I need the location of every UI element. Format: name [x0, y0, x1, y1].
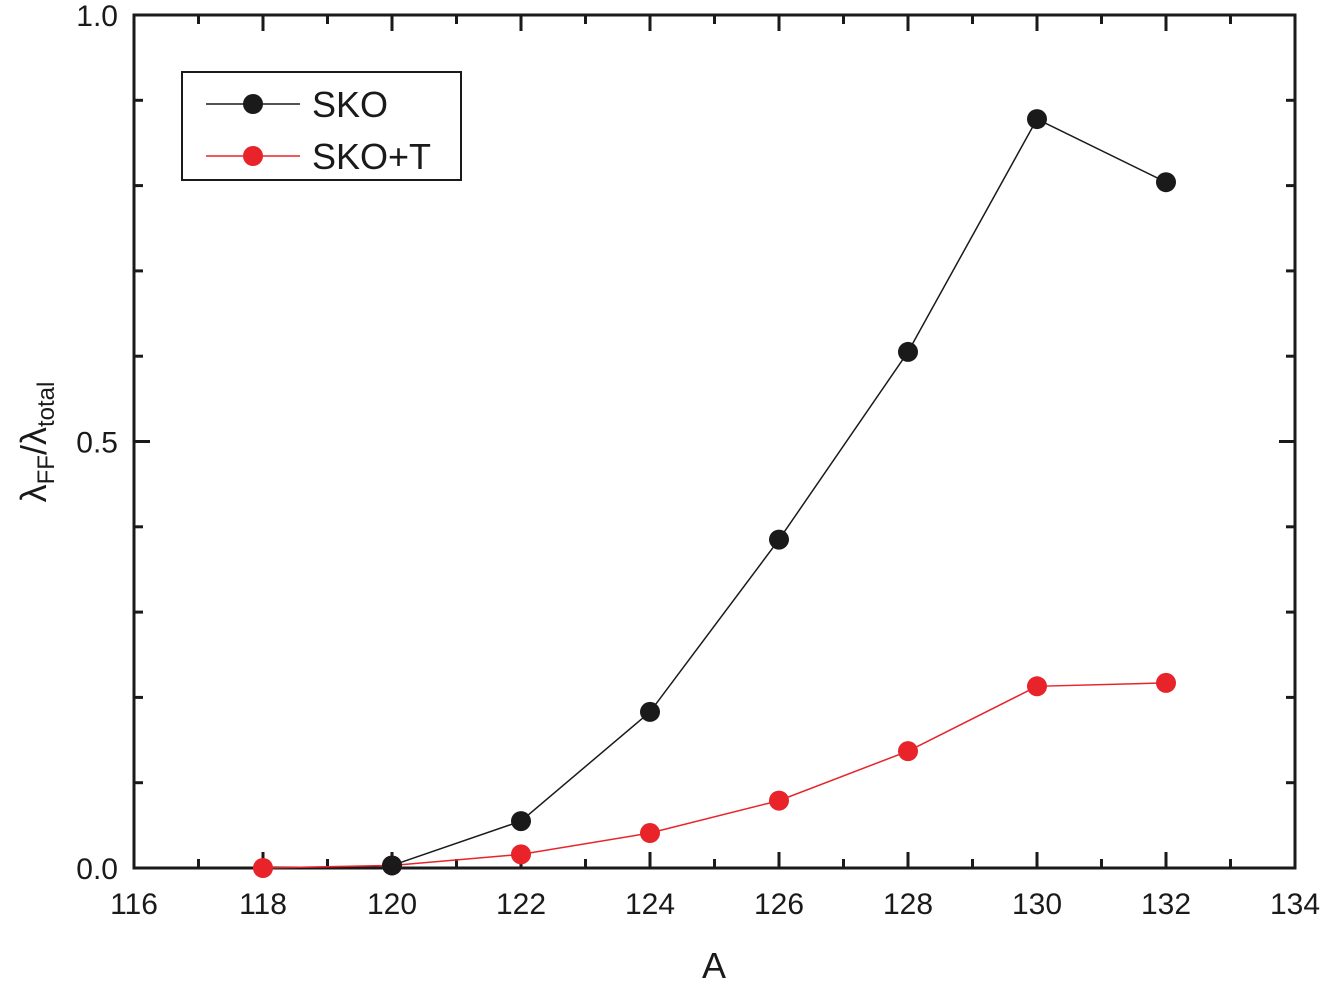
- y-axis-label: λFF/λtotal: [13, 382, 60, 503]
- x-tick-label: 124: [625, 888, 675, 921]
- y-tick-label: 1.0: [76, 0, 118, 33]
- legend-marker-sko: [243, 94, 263, 114]
- data-point-sko: [898, 341, 918, 362]
- data-point-sko-plus-t: [1156, 672, 1176, 693]
- data-point-sko: [511, 811, 531, 832]
- data-point-sko: [1156, 172, 1176, 193]
- data-point-sko-plus-t: [640, 823, 660, 844]
- plot-frame: [132, 13, 1297, 870]
- data-point-sko: [382, 855, 402, 876]
- data-point-sko: [769, 529, 789, 550]
- data-point-sko-plus-t: [511, 844, 531, 865]
- legend-box: [181, 71, 462, 181]
- x-tick-labels: 116 118 120 122 124 126 128 130 132 134: [110, 888, 1320, 921]
- data-point-sko: [1027, 109, 1047, 130]
- y-tick-labels: 0.0 0.5 1.0: [76, 0, 118, 886]
- data-point-sko-plus-t: [769, 790, 789, 811]
- legend-label-sko: SKO: [312, 84, 388, 125]
- x-tick-label: 120: [367, 888, 417, 921]
- x-tick-label: 134: [1270, 888, 1320, 921]
- x-axis-label: A: [702, 945, 726, 981]
- legend-label-skot: SKO+T: [312, 136, 431, 177]
- y-tick-label: 0.0: [76, 853, 118, 886]
- x-tick-label: 122: [496, 888, 546, 921]
- series-line-sko-plus-t: [262, 682, 1167, 869]
- x-tick-label: 126: [754, 888, 804, 921]
- data-point-sko-plus-t: [1027, 676, 1047, 697]
- series-line-sko: [391, 118, 1167, 867]
- x-tick-label: 118: [239, 888, 287, 921]
- x-tick-label: 130: [1012, 888, 1062, 921]
- x-tick-label: 128: [883, 888, 933, 921]
- legend-marker-skot: [243, 146, 263, 166]
- series-layer: [253, 109, 1176, 878]
- x-tick-label: 116: [110, 888, 158, 921]
- data-point-sko: [640, 701, 660, 722]
- x-tick-label: 132: [1141, 888, 1191, 921]
- data-point-sko-plus-t: [898, 741, 918, 762]
- data-point-sko-plus-t: [253, 858, 273, 878]
- legend: SKO SKO+T: [181, 71, 462, 181]
- y-tick-label: 0.5: [76, 427, 118, 460]
